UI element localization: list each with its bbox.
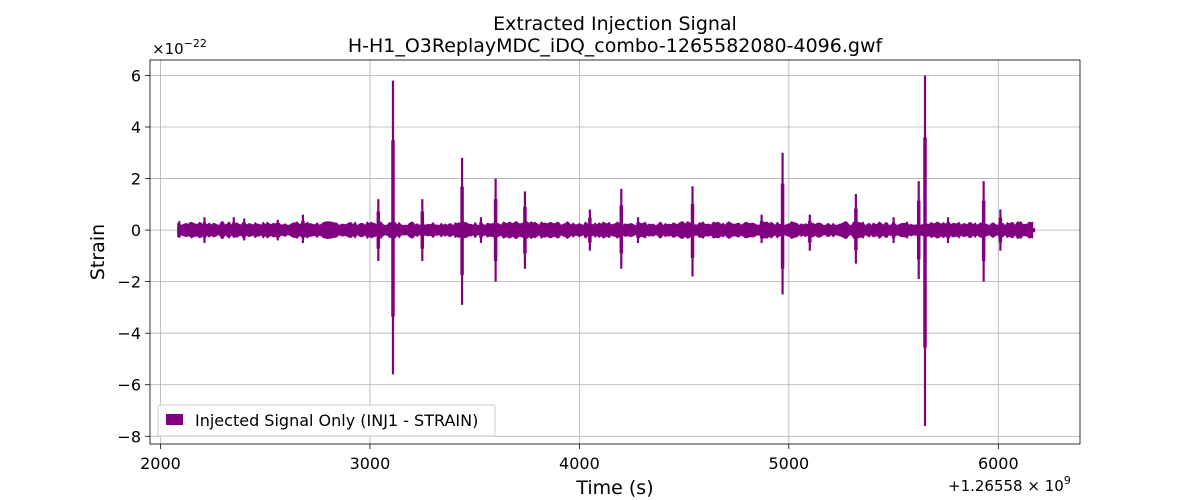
y-tick-label: 0: [131, 221, 141, 240]
y-scale-label: ×10−22: [152, 37, 207, 58]
y-tick-label: 2: [131, 170, 141, 189]
y-axis-ticks: 6 4 2 0 −2 −4 −6 −8: [117, 66, 150, 446]
legend: Injected Signal Only (INJ1 - STRAIN): [157, 404, 496, 437]
chart-title: Extracted Injection Signal: [493, 13, 737, 35]
y-scale-exponent: −22: [184, 37, 207, 50]
signal-bursts: [177, 75, 1003, 426]
x-axis-ticks: 2000 3000 4000 5000 6000: [140, 444, 1019, 473]
grid: [150, 60, 1080, 444]
x-offset-times: × 10: [1023, 477, 1064, 495]
x-offset-value: +1.26558: [948, 477, 1023, 495]
x-tick-label: 6000: [978, 454, 1019, 473]
x-tick-label: 5000: [768, 454, 809, 473]
y-tick-label: −2: [117, 273, 141, 292]
y-tick-label: 6: [131, 66, 141, 85]
x-tick-label: 2000: [140, 454, 181, 473]
y-tick-label: −4: [117, 324, 141, 343]
y-tick-label: −8: [117, 427, 141, 446]
x-tick-label: 4000: [559, 454, 600, 473]
y-tick-label: 4: [131, 118, 141, 137]
y-axis-label: Strain: [87, 224, 109, 280]
x-tick-label: 3000: [350, 454, 391, 473]
legend-box: [157, 404, 496, 437]
legend-swatch: [166, 414, 183, 425]
y-tick-label: −6: [117, 376, 141, 395]
chart-subtitle: H-H1_O3ReplayMDC_iDQ_combo-1265582080-40…: [348, 35, 884, 57]
plot-frame: [149, 59, 1081, 445]
x-offset-exponent: 9: [1064, 474, 1071, 487]
signal-band: [177, 221, 1036, 240]
legend-label: Injected Signal Only (INJ1 - STRAIN): [195, 411, 478, 430]
y-scale-prefix: ×10: [152, 40, 184, 58]
x-axis-label: Time (s): [575, 477, 653, 499]
x-offset-label: +1.26558 × 109: [948, 474, 1071, 495]
